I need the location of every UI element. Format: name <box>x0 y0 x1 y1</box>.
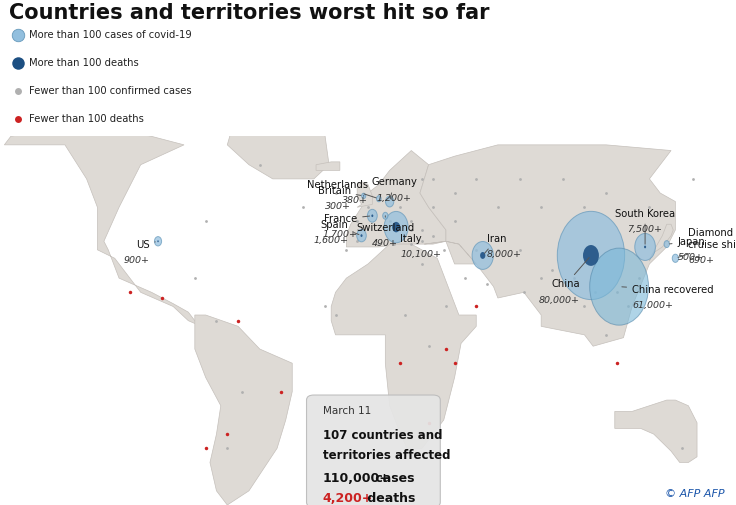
Circle shape <box>384 212 408 243</box>
Text: Netherlands: Netherlands <box>307 180 376 198</box>
Text: Fewer than 100 deaths: Fewer than 100 deaths <box>29 114 144 124</box>
Text: 7,500+: 7,500+ <box>628 225 662 234</box>
Text: 4,200+: 4,200+ <box>322 492 373 505</box>
Circle shape <box>664 240 669 247</box>
Text: China recovered: China recovered <box>622 285 714 295</box>
Polygon shape <box>649 224 673 261</box>
Text: Iran: Iran <box>484 234 506 254</box>
Text: China: China <box>551 258 589 289</box>
Polygon shape <box>227 114 329 179</box>
Polygon shape <box>420 145 676 346</box>
Text: France: France <box>324 214 369 224</box>
Text: Italy: Italy <box>398 229 422 244</box>
Circle shape <box>644 245 646 248</box>
Circle shape <box>377 196 381 202</box>
Text: Diamond Princess
cruise ship: Diamond Princess cruise ship <box>678 228 736 258</box>
Text: 300+: 300+ <box>325 202 350 211</box>
Text: 1,700+: 1,700+ <box>322 230 357 239</box>
Circle shape <box>155 237 162 246</box>
Text: March 11: March 11 <box>322 406 371 416</box>
Circle shape <box>557 211 625 299</box>
Circle shape <box>386 196 394 207</box>
Circle shape <box>672 254 679 263</box>
Text: deaths: deaths <box>363 492 416 505</box>
Text: 110,000+: 110,000+ <box>322 472 391 485</box>
Text: territories affected: territories affected <box>322 449 450 462</box>
Text: Britain: Britain <box>317 186 361 196</box>
Text: © AFP AFP: © AFP AFP <box>665 489 725 499</box>
Text: More than 100 cases of covid-19: More than 100 cases of covid-19 <box>29 30 192 40</box>
Circle shape <box>392 222 400 232</box>
Polygon shape <box>316 162 340 170</box>
Text: Germany: Germany <box>371 177 417 199</box>
Text: 380+: 380+ <box>342 196 368 206</box>
Text: 10,100+: 10,100+ <box>400 250 442 260</box>
Text: Fewer than 100 confirmed cases: Fewer than 100 confirmed cases <box>29 86 192 96</box>
Text: 80,000+: 80,000+ <box>539 296 580 305</box>
Circle shape <box>158 240 159 242</box>
Circle shape <box>590 248 648 325</box>
Text: 900+: 900+ <box>124 256 149 265</box>
Text: US: US <box>135 240 155 250</box>
Circle shape <box>361 193 366 198</box>
Text: South Korea: South Korea <box>615 209 675 244</box>
Circle shape <box>357 229 367 242</box>
Polygon shape <box>615 400 697 463</box>
Circle shape <box>372 215 373 217</box>
Text: Japan: Japan <box>670 237 705 247</box>
Polygon shape <box>4 128 202 326</box>
Text: 61,000+: 61,000+ <box>632 301 673 311</box>
Text: 1,200+: 1,200+ <box>377 193 411 203</box>
Circle shape <box>367 209 378 222</box>
Text: 1,600+: 1,600+ <box>314 236 349 245</box>
Polygon shape <box>357 182 372 207</box>
Text: 490+: 490+ <box>372 239 398 248</box>
Polygon shape <box>347 150 446 247</box>
Circle shape <box>634 233 655 261</box>
Circle shape <box>383 212 388 219</box>
Text: More than 100 deaths: More than 100 deaths <box>29 58 139 68</box>
Text: 107 countries and: 107 countries and <box>322 429 442 442</box>
Circle shape <box>472 241 493 269</box>
Text: 8,000+: 8,000+ <box>487 250 522 260</box>
Text: Switzerland: Switzerland <box>356 216 414 233</box>
Text: Spain: Spain <box>321 220 359 235</box>
Text: cases: cases <box>370 472 414 485</box>
Text: 500+: 500+ <box>678 253 704 262</box>
Circle shape <box>583 245 599 266</box>
Polygon shape <box>195 315 292 505</box>
Circle shape <box>480 252 485 259</box>
Text: 690+: 690+ <box>688 256 715 265</box>
Circle shape <box>363 195 364 196</box>
Text: Countries and territories worst hit so far: Countries and territories worst hit so f… <box>9 3 489 23</box>
Polygon shape <box>331 244 476 448</box>
Circle shape <box>361 234 363 237</box>
